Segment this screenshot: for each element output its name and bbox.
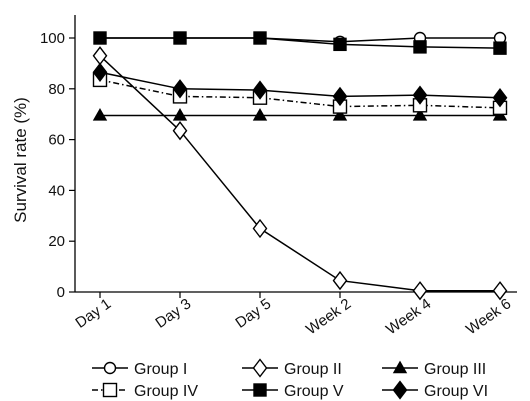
data-point-series-5 [93,31,107,45]
x-tick-label: Day 5 [232,295,274,331]
data-point-series-3 [92,108,108,121]
x-tick-label: Day 1 [72,295,114,331]
legend-label: Group IV [134,383,198,400]
x-tick-label: Week 2 [303,295,354,338]
data-point-series-2 [332,270,348,291]
data-point-series-6 [492,88,508,108]
legend-marker [253,383,267,397]
data-point-series-6 [252,80,268,100]
data-point-series-3 [252,108,268,121]
x-tick-label: Day 3 [152,295,194,331]
data-point-series-3 [172,108,188,121]
y-tick-label: 100 [40,30,65,47]
data-point-series-6 [92,62,108,82]
series-markers [92,31,508,301]
data-point-series-2 [492,281,508,301]
data-point-series-3 [332,108,348,121]
data-point-series-5 [253,31,267,45]
legend-marker [392,360,408,374]
data-point-series-6 [172,79,188,99]
data-point-series-5 [333,37,347,52]
data-point-series-5 [173,31,187,45]
y-ticks: 0 20 40 60 80 100 [40,30,75,301]
data-point-series-5 [413,40,427,54]
y-tick-label: 60 [48,132,65,149]
y-tick-label: 20 [48,233,65,250]
data-point-series-2 [172,121,188,141]
data-point-series-5 [493,41,507,55]
legend-label: Group VI [424,383,488,400]
legend-marker [252,358,268,378]
x-ticks: Day 1 Day 3 Day 5 Week 2 Week 4 Week 6 [72,292,514,338]
x-tick-label: Week 6 [463,295,514,338]
series-lines [99,37,501,292]
data-point-series-6 [332,86,348,107]
series-line-6 [99,71,501,99]
data-point-series-2 [252,218,268,239]
legend-marker [103,361,117,375]
data-point-series-2 [412,281,428,301]
data-point-series-2 [92,46,108,66]
series-line-4 [99,79,501,109]
legend-marker [392,380,408,400]
y-tick-label: 80 [48,81,65,98]
legend-label: Group III [424,361,486,378]
y-tick-label: 0 [57,284,65,301]
data-point-series-6 [412,85,428,105]
legend-label: Group II [284,361,342,378]
series-line-5 [100,37,501,49]
x-tick-label: Week 4 [383,295,434,338]
legend-label: Group I [134,361,187,378]
y-axis-title: Survival rate (%) [11,97,30,223]
legend-marker [102,382,118,398]
series-line-2 [99,55,500,292]
legend: Group I Group II Group III Group IV Group V G… [92,358,488,400]
data-point-series-3 [412,108,428,121]
legend-label: Group V [284,383,344,400]
y-tick-label: 40 [48,182,65,199]
